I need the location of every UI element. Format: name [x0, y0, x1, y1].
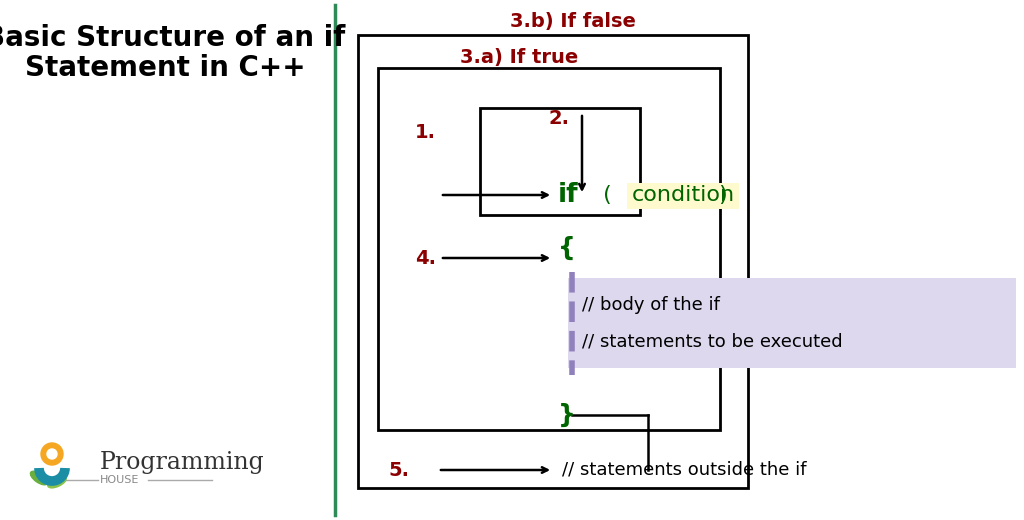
Bar — [480, 108, 640, 215]
Text: ): ) — [712, 185, 728, 205]
Text: if: if — [558, 182, 579, 208]
Text: // statements outside the if: // statements outside the if — [562, 461, 807, 479]
Text: condition: condition — [632, 185, 735, 205]
Text: 3.a) If true: 3.a) If true — [460, 48, 579, 68]
Bar — [358, 35, 748, 488]
Bar — [378, 68, 720, 430]
Bar — [568, 278, 1016, 368]
Text: // body of the if: // body of the if — [582, 296, 720, 314]
Bar — [627, 183, 739, 209]
Text: {: { — [558, 236, 575, 260]
Text: Programming: Programming — [100, 450, 265, 474]
Ellipse shape — [31, 471, 47, 485]
Ellipse shape — [48, 476, 67, 488]
Text: 3.b) If false: 3.b) If false — [510, 12, 636, 32]
Text: }: } — [558, 403, 575, 427]
Text: Statement in C++: Statement in C++ — [25, 54, 305, 82]
Circle shape — [47, 449, 57, 459]
Text: Basic Structure of an if: Basic Structure of an if — [0, 24, 346, 52]
Text: // statements to be executed: // statements to be executed — [582, 333, 843, 351]
Text: 4.: 4. — [415, 249, 436, 267]
Text: HOUSE: HOUSE — [100, 475, 139, 485]
Text: (: ( — [596, 185, 618, 205]
Text: 5.: 5. — [388, 461, 409, 479]
Text: 1.: 1. — [415, 123, 436, 141]
Text: 2.: 2. — [548, 109, 569, 127]
Circle shape — [41, 443, 63, 465]
